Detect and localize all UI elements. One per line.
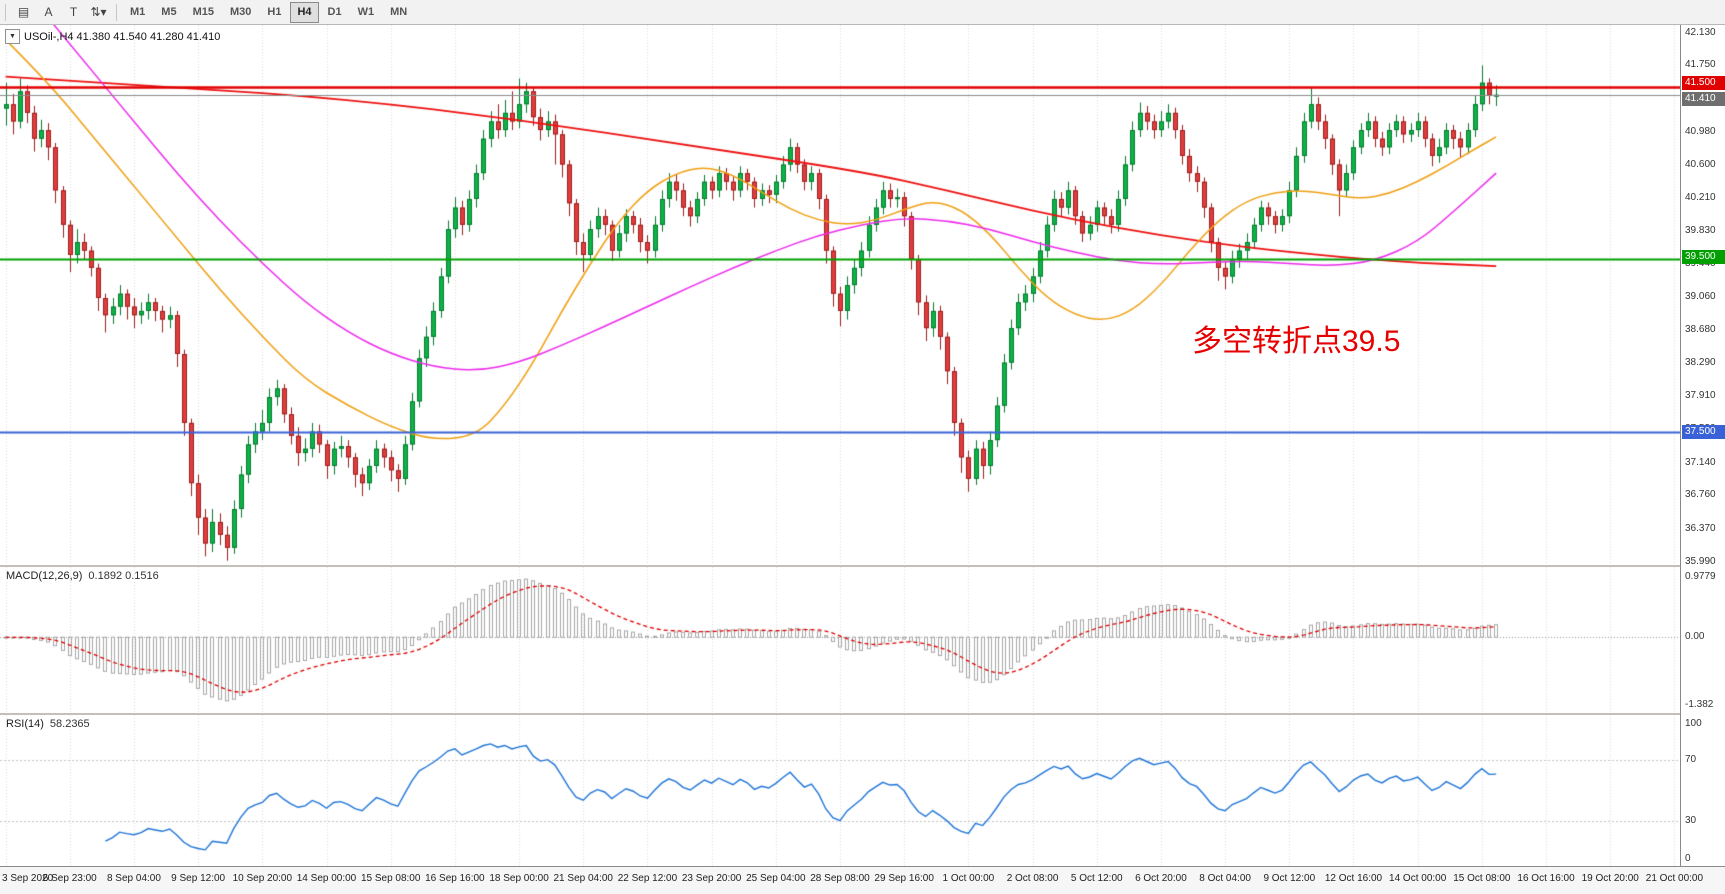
price-tick-label: 40.210 bbox=[1685, 192, 1716, 204]
symbol-quote-text: USOil-,H4 41.380 41.540 41.280 41.410 bbox=[24, 30, 221, 43]
time-axis-label: 5 Oct 12:00 bbox=[1070, 873, 1123, 884]
timeframe-button-M1[interactable]: M1 bbox=[130, 6, 146, 18]
time-axis-label: 21 Oct 00:00 bbox=[1645, 873, 1704, 884]
indicator-axis-label: 0 bbox=[1685, 853, 1691, 864]
chevron-down-icon[interactable]: ▼ bbox=[5, 29, 20, 44]
arrows-dropdown-button[interactable]: ⇅▾ bbox=[90, 5, 107, 19]
timeframe-button-M15[interactable]: M15 bbox=[192, 6, 214, 18]
time-axis-label: 19 Oct 20:00 bbox=[1581, 873, 1639, 884]
font-a-button[interactable]: A bbox=[44, 5, 53, 19]
time-axis-label: 14 Sep 00:00 bbox=[296, 873, 357, 884]
indicator-axis-label: 100 bbox=[1685, 718, 1702, 729]
time-axis[interactable]: 3 Sep 2020 6 Sep 23:00 8 Sep 04:00 9 Sep 12… bbox=[0, 866, 1725, 894]
text-t-button[interactable]: T bbox=[69, 5, 78, 19]
time-axis-label: 2 Oct 08:00 bbox=[1006, 873, 1059, 884]
price-badge: 39.500 bbox=[1682, 250, 1725, 265]
time-axis-label: 22 Sep 12:00 bbox=[617, 873, 678, 884]
price-tick-label: 41.750 bbox=[1685, 59, 1716, 71]
macd-label: MACD(12,26,9) 0.1892 0.1516 bbox=[6, 570, 159, 582]
timeframe-button-D1[interactable]: D1 bbox=[327, 6, 342, 18]
time-axis-label: 21 Sep 04:00 bbox=[553, 873, 614, 884]
timeframe-button-MN[interactable]: MN bbox=[390, 6, 408, 18]
price-badge: 37.500 bbox=[1682, 424, 1725, 439]
time-axis-label: 16 Sep 16:00 bbox=[425, 873, 485, 884]
time-axis-label: 16 Oct 16:00 bbox=[1517, 873, 1575, 884]
timeframe-bar: M1 M5 M15 M30 H1 H4 D1 W1 MN bbox=[122, 1, 415, 23]
time-axis-label: 12 Oct 16:00 bbox=[1324, 873, 1383, 884]
panel-splitter[interactable] bbox=[0, 713, 1725, 715]
price-tick-label: 42.130 bbox=[1685, 26, 1716, 38]
timeframe-button-M30[interactable]: M30 bbox=[229, 6, 252, 18]
layout-grid-icon[interactable]: ▤ bbox=[17, 5, 30, 19]
indicator-axis-label: 0.9779 bbox=[1685, 571, 1716, 582]
rsi-indicator-canvas[interactable] bbox=[0, 715, 1680, 866]
price-tick-label: 40.980 bbox=[1685, 125, 1716, 137]
time-axis-label: 29 Sep 16:00 bbox=[874, 873, 934, 884]
time-axis-label: 23 Sep 20:00 bbox=[681, 873, 742, 884]
price-tick-label: 35.990 bbox=[1685, 555, 1716, 567]
time-axis-label: 8 Sep 04:00 bbox=[106, 873, 161, 884]
time-axis-label: 25 Sep 04:00 bbox=[746, 873, 806, 884]
price-tick-label: 36.370 bbox=[1685, 522, 1716, 534]
time-axis-label: 6 Sep 23:00 bbox=[42, 873, 97, 884]
price-tick-label: 40.600 bbox=[1685, 158, 1716, 170]
macd-indicator-canvas[interactable] bbox=[0, 567, 1680, 713]
price-badge: 41.410 bbox=[1682, 91, 1725, 106]
time-axis-label: 3 Sep 2020 bbox=[2, 873, 54, 884]
time-axis-label: 8 Oct 04:00 bbox=[1199, 873, 1251, 884]
time-axis-label: 14 Oct 00:00 bbox=[1389, 873, 1447, 884]
indicator-axis-label: 0.00 bbox=[1685, 631, 1705, 643]
price-tick-label: 37.140 bbox=[1685, 456, 1716, 468]
time-axis-label: 15 Sep 08:00 bbox=[360, 873, 421, 884]
indicator-axis-label: 30 bbox=[1685, 814, 1697, 826]
toolbar-separator bbox=[5, 3, 6, 21]
price-tick-label: 38.290 bbox=[1685, 357, 1716, 369]
symbol-quote-line: ▼ USOil-,H4 41.380 41.540 41.280 41.410 bbox=[5, 29, 220, 44]
timeframe-button-M5[interactable]: M5 bbox=[161, 6, 177, 18]
price-tick-label: 36.760 bbox=[1685, 489, 1716, 501]
chart-text-annotation: 多空转折点39.5 bbox=[1192, 325, 1401, 358]
price-tick-label: 38.680 bbox=[1685, 323, 1716, 335]
time-axis-label: 6 Oct 20:00 bbox=[1135, 873, 1187, 884]
time-axis-label: 15 Oct 08:00 bbox=[1453, 873, 1511, 884]
rsi-label: RSI(14) 58.2365 bbox=[6, 718, 90, 730]
time-axis-label: 1 Oct 00:00 bbox=[942, 873, 995, 884]
timeframe-button-H1[interactable]: H1 bbox=[267, 6, 282, 18]
time-axis-label: 9 Sep 12:00 bbox=[171, 873, 226, 884]
toolbar-separator bbox=[116, 3, 117, 21]
toolbar-icon-group: ▤ A T ⇅▾ bbox=[11, 2, 111, 23]
time-axis-label: 18 Sep 00:00 bbox=[489, 873, 549, 884]
main-chart-canvas[interactable] bbox=[0, 25, 1680, 565]
indicator-axis-label: 70 bbox=[1685, 754, 1697, 766]
price-badge: 41.500 bbox=[1682, 76, 1725, 90]
time-axis-label: 10 Sep 20:00 bbox=[232, 873, 293, 884]
price-tick-label: 39.830 bbox=[1685, 224, 1716, 236]
panel-splitter[interactable] bbox=[0, 565, 1725, 567]
price-tick-label: 39.060 bbox=[1685, 291, 1716, 303]
time-axis-label: 28 Sep 08:00 bbox=[810, 873, 870, 884]
price-axis[interactable]: 42.13041.75041.37040.98040.60040.21039.8… bbox=[1680, 25, 1725, 866]
timeframe-button-H4[interactable]: H4 bbox=[290, 1, 319, 23]
price-tick-label: 37.910 bbox=[1685, 390, 1716, 402]
indicator-axis-label: -1.382 bbox=[1685, 699, 1714, 710]
timeframe-button-W1[interactable]: W1 bbox=[357, 6, 375, 18]
toolbar: ▤ A T ⇅▾ M1 M5 M15 M30 H1 H4 D1 W1 MN bbox=[0, 0, 1725, 25]
time-axis-label: 9 Oct 12:00 bbox=[1263, 873, 1316, 884]
